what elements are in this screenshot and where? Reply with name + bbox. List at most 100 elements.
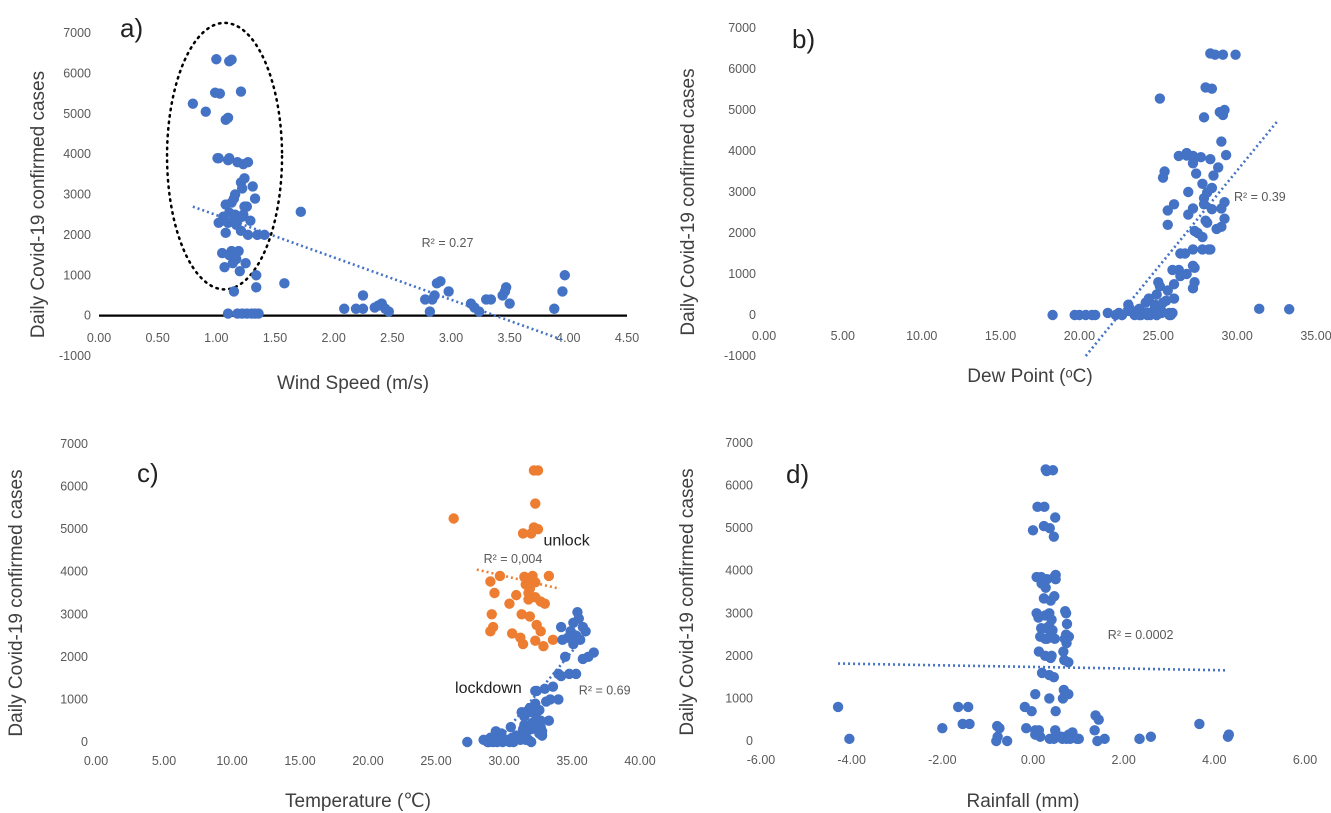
data-point — [1041, 465, 1052, 477]
data-point — [1283, 304, 1295, 315]
data-point — [1110, 309, 1121, 321]
x-tick-label: -2.00 — [928, 753, 957, 767]
data-point — [508, 736, 519, 748]
data-point — [251, 282, 262, 293]
y-tick-label: 3000 — [725, 606, 753, 620]
data-point — [1154, 93, 1166, 104]
data-point — [448, 513, 459, 524]
data-point — [1220, 149, 1232, 161]
data-point — [557, 286, 568, 297]
y-tick-label: 6000 — [63, 66, 91, 80]
data-point — [538, 641, 549, 652]
data-point — [1181, 147, 1192, 159]
data-point — [536, 730, 548, 741]
y-tick-label: -1000 — [59, 349, 91, 363]
data-point — [494, 570, 506, 582]
data-point — [259, 229, 270, 241]
data-point — [577, 653, 589, 665]
data-point — [1093, 714, 1104, 725]
data-point — [1187, 244, 1199, 255]
data-point — [532, 465, 544, 476]
data-point — [535, 626, 546, 637]
data-point — [1069, 309, 1080, 321]
data-point — [549, 303, 560, 314]
data-point — [511, 589, 522, 601]
data-point — [1001, 735, 1013, 747]
trendline — [476, 568, 561, 591]
data-point — [1151, 309, 1162, 321]
x-tick-label: 3.50 — [497, 331, 521, 345]
data-point — [279, 278, 290, 289]
data-point — [937, 723, 948, 734]
data-point — [350, 303, 362, 314]
data-point — [213, 217, 224, 228]
data-point — [1040, 633, 1051, 645]
data-point — [1063, 657, 1074, 668]
y-tick-label: 7000 — [60, 437, 88, 451]
data-point — [222, 308, 234, 319]
data-point — [1206, 83, 1218, 94]
data-point — [534, 704, 545, 716]
data-point — [462, 736, 473, 748]
y-axis-title: Daily Covid-19 confirmed cases — [6, 469, 27, 736]
y-tick-label: 5000 — [60, 522, 88, 536]
data-point — [1209, 49, 1221, 60]
data-point — [1092, 735, 1103, 747]
data-point — [1020, 723, 1032, 734]
y-tick-label: 5000 — [63, 107, 91, 121]
y-tick-label: 3000 — [60, 607, 88, 621]
data-point — [1187, 283, 1199, 294]
x-tick-label: 25.00 — [420, 754, 451, 768]
y-tick-label: 6000 — [728, 62, 756, 76]
data-point — [435, 276, 446, 287]
data-point — [526, 736, 537, 748]
data-point — [1145, 731, 1157, 742]
data-point — [1134, 733, 1145, 745]
data-point — [1189, 262, 1200, 274]
x-tick-label: 6.00 — [1293, 753, 1317, 767]
data-point — [1195, 151, 1207, 163]
data-point — [1157, 172, 1169, 183]
y-tick-label: 4000 — [728, 144, 756, 158]
data-point — [1201, 217, 1213, 228]
data-point — [555, 621, 567, 633]
data-point — [500, 282, 512, 293]
data-point — [564, 668, 575, 680]
data-point — [555, 670, 567, 682]
x-tick-label: 35.00 — [556, 754, 587, 768]
data-point — [1187, 158, 1199, 169]
y-tick-label: 1000 — [728, 267, 756, 281]
data-point — [485, 626, 496, 637]
x-axis-title: Dew Point (ᵒC) — [967, 366, 1092, 387]
data-point — [249, 193, 261, 204]
data-point — [1168, 293, 1180, 304]
x-tick-label: 0.00 — [84, 754, 108, 768]
data-point — [245, 215, 256, 226]
data-point — [1194, 718, 1205, 730]
data-point — [1057, 693, 1069, 704]
data-point — [1044, 522, 1055, 534]
data-point — [1197, 231, 1208, 243]
data-point — [1102, 307, 1114, 319]
data-point — [1197, 178, 1208, 189]
y-tick-label: 2000 — [63, 228, 91, 242]
x-tick-label: 1.00 — [204, 331, 228, 345]
data-point — [539, 683, 550, 694]
data-point — [1151, 289, 1162, 300]
x-tick-label: 10.00 — [906, 329, 937, 343]
data-point — [247, 181, 258, 192]
data-point — [383, 306, 395, 317]
data-point — [220, 227, 231, 239]
y-tick-label: 0 — [81, 735, 88, 749]
y-tick-label: 0 — [749, 308, 756, 322]
y-tick-label: 0 — [746, 734, 753, 748]
data-point — [1206, 204, 1218, 215]
data-point — [568, 617, 579, 628]
data-point — [238, 159, 249, 170]
x-tick-label: 30.00 — [488, 754, 519, 768]
data-point — [557, 634, 568, 646]
data-point — [1205, 154, 1216, 165]
data-point — [1183, 209, 1194, 220]
y-tick-label: 6000 — [60, 480, 88, 494]
data-point — [1089, 725, 1100, 736]
